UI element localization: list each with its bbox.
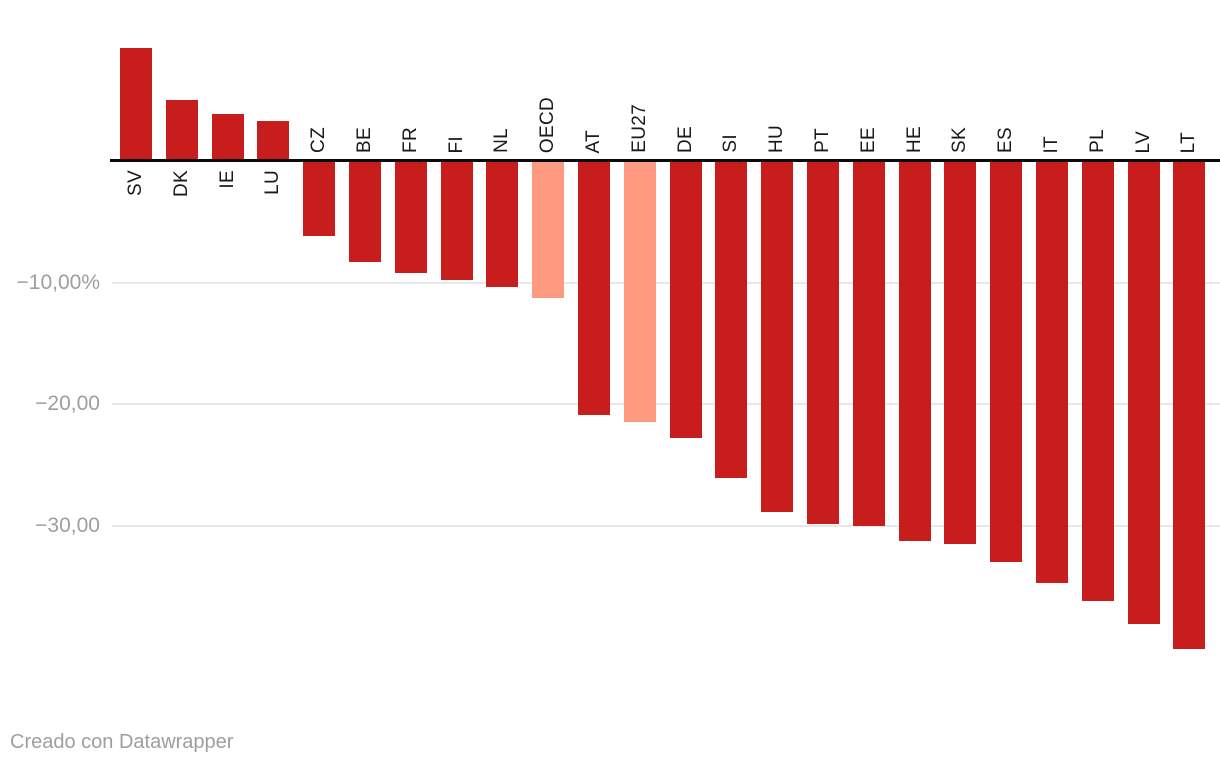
gridline--20 <box>112 403 1220 405</box>
bar-DE[interactable] <box>669 161 702 439</box>
bar-HU[interactable] <box>761 161 794 513</box>
bar-PT[interactable] <box>807 161 839 525</box>
category-label-DE: DE <box>674 126 696 153</box>
category-label-LV: LV <box>1132 130 1154 153</box>
bar-ES[interactable] <box>990 161 1023 562</box>
category-label-AT: AT <box>582 129 604 153</box>
category-label-wrap-FR: FR <box>388 127 434 153</box>
category-label-PT: PT <box>811 128 833 153</box>
bar-NL[interactable] <box>486 161 519 288</box>
category-label-wrap-LU: LU <box>251 170 297 195</box>
category-label-NL: NL <box>491 128 513 153</box>
category-label-wrap-SI: SI <box>709 134 755 153</box>
bar-SK[interactable] <box>944 161 977 544</box>
bar-CZ[interactable] <box>303 161 336 237</box>
category-label-wrap-PT: PT <box>800 128 846 153</box>
category-label-wrap-HU: HU <box>754 125 800 153</box>
category-label-DK: DK <box>170 170 192 197</box>
bar-LV[interactable] <box>1127 161 1160 624</box>
category-label-EU27: EU27 <box>628 104 650 153</box>
category-label-LU: LU <box>262 170 284 195</box>
category-label-wrap-FI: FI <box>434 136 480 154</box>
category-label-wrap-LV: LV <box>1121 131 1167 153</box>
category-label-wrap-IT: IT <box>1029 136 1075 154</box>
category-label-wrap-EE: EE <box>846 127 892 153</box>
category-label-IE: IE <box>216 170 238 189</box>
bar-DK[interactable] <box>165 100 198 161</box>
category-label-OECD: OECD <box>537 96 559 153</box>
bar-IE[interactable] <box>211 113 244 161</box>
bar-BE[interactable] <box>349 161 381 262</box>
bar-SI[interactable] <box>715 161 748 479</box>
y-tick-label: −30,00 <box>35 513 100 537</box>
bar-PL[interactable] <box>1081 161 1114 601</box>
category-label-BE: BE <box>353 127 375 153</box>
bar-IT[interactable] <box>1036 161 1068 583</box>
bar-HE[interactable] <box>898 161 931 542</box>
category-label-CZ: CZ <box>308 127 330 153</box>
category-label-wrap-PL: PL <box>1075 129 1121 153</box>
category-label-wrap-EU27: EU27 <box>617 104 663 153</box>
category-label-wrap-LT: LT <box>1167 132 1213 153</box>
bar-AT[interactable] <box>578 161 610 415</box>
category-label-SI: SI <box>720 134 742 153</box>
category-label-wrap-HE: HE <box>892 126 938 153</box>
category-label-IT: IT <box>1040 135 1062 154</box>
bar-EE[interactable] <box>852 161 885 526</box>
category-label-wrap-CZ: CZ <box>296 127 342 153</box>
category-label-SK: SK <box>949 127 971 153</box>
bar-FI[interactable] <box>440 161 473 281</box>
y-tick-label: −20,00 <box>35 392 100 415</box>
category-label-HU: HU <box>766 124 788 153</box>
category-label-SV: SV <box>124 170 146 196</box>
category-label-wrap-OECD: OECD <box>525 97 571 153</box>
y-tick-label: −10,00% <box>16 270 101 294</box>
category-label-PL: PL <box>1086 129 1108 153</box>
category-label-wrap-ES: ES <box>983 127 1029 153</box>
category-label-wrap-DE: DE <box>663 126 709 153</box>
bar-SV[interactable] <box>120 48 152 161</box>
bar-FR[interactable] <box>394 161 427 273</box>
category-label-FI: FI <box>445 135 467 154</box>
datawrapper-credit-link[interactable]: Creado con Datawrapper <box>10 731 234 753</box>
bar-EU27[interactable] <box>623 161 656 423</box>
bar-LT[interactable] <box>1173 161 1206 650</box>
category-label-wrap-IE: IE <box>205 170 251 189</box>
category-label-wrap-AT: AT <box>571 130 617 153</box>
category-label-FR: FR <box>399 127 421 153</box>
category-label-wrap-NL: NL <box>480 128 526 153</box>
footer: Creado con Datawrapper <box>10 731 233 754</box>
bar-LU[interactable] <box>257 120 290 161</box>
category-label-wrap-SV: SV <box>113 170 159 196</box>
gridline--30 <box>112 524 1220 527</box>
category-label-wrap-SK: SK <box>938 127 984 153</box>
x-axis-baseline <box>110 159 1220 162</box>
category-label-wrap-DK: DK <box>159 170 205 197</box>
category-label-EE: EE <box>857 127 879 153</box>
category-label-ES: ES <box>995 127 1017 153</box>
category-label-LT: LT <box>1178 131 1200 153</box>
category-label-wrap-BE: BE <box>342 127 388 153</box>
bar-OECD[interactable] <box>532 161 565 299</box>
category-label-HE: HE <box>903 126 925 153</box>
gridline--10 <box>112 281 1220 284</box>
